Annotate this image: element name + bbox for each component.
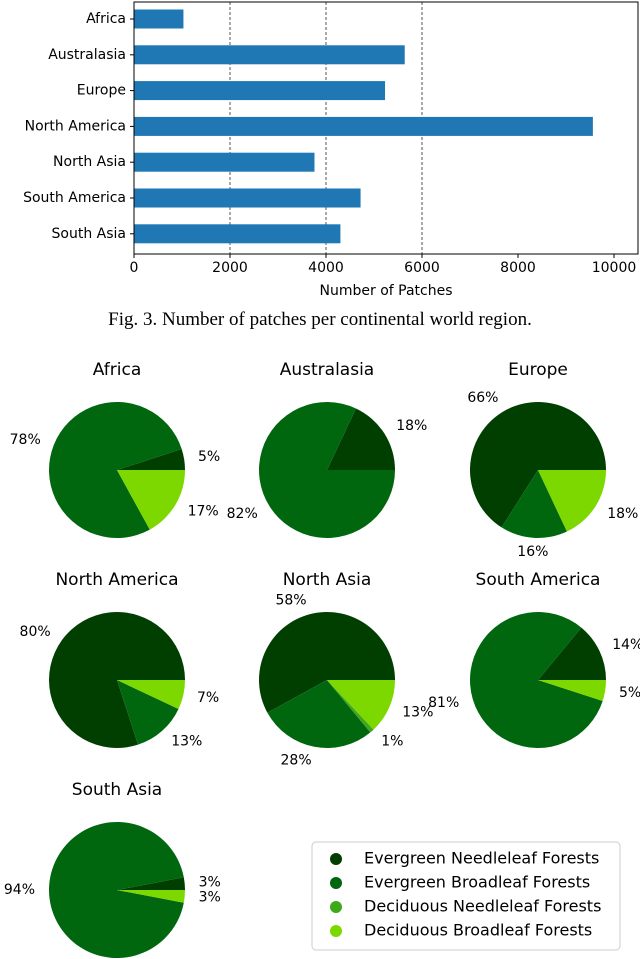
pie-slice	[117, 470, 185, 530]
pie-slice	[327, 408, 396, 470]
pie-slice-label: 58%	[275, 593, 306, 609]
pie-slice-label: 81%	[428, 695, 459, 711]
pie-north-america: North America 80% 13% 7%	[20, 570, 220, 750]
pie-slice	[469, 612, 603, 749]
pie-slice	[117, 890, 185, 903]
pie-slice-label: 66%	[467, 390, 498, 406]
pie-charts: Africa 5% 78% 17% Australasia 18% 82% Europe 66%…	[4, 360, 640, 959]
pie-slice	[117, 448, 185, 470]
pie-title: North America	[55, 570, 178, 590]
pie-slice	[49, 822, 184, 959]
bar-south-america	[134, 188, 361, 208]
pie-title: Australasia	[280, 360, 374, 380]
pie-slice-label: 17%	[188, 504, 219, 520]
x-axis-label: Number of Patches	[320, 283, 453, 299]
pie-slice	[48, 402, 182, 539]
pie-slice	[538, 680, 606, 702]
pie-title: North Asia	[283, 570, 372, 590]
pie-title: South Asia	[72, 780, 162, 800]
pie-south-america: South America 14% 81% 5%	[428, 570, 640, 749]
y-tick-label: South America	[23, 190, 126, 206]
pie-slice-label: 78%	[10, 432, 41, 448]
pie-slice-label: 3%	[199, 874, 221, 890]
y-tick-label: Africa	[86, 11, 126, 27]
legend-label: Evergreen Broadleaf Forests	[364, 873, 590, 892]
pie-slice-label: 18%	[607, 506, 638, 522]
x-tick-label: 8000	[500, 260, 536, 276]
bar-plot-frame	[133, 1, 639, 255]
legend-label: Deciduous Needleleaf Forests	[364, 897, 601, 916]
pie-slice-label: 5%	[619, 685, 640, 701]
y-tick-label: Australasia	[48, 47, 126, 63]
bar-south-asia	[134, 224, 341, 244]
pie-slice	[258, 612, 395, 713]
pie-australasia: Australasia 18% 82%	[227, 360, 427, 538]
pie-slice-label: 5%	[198, 449, 220, 465]
pie-slice	[117, 680, 179, 745]
pie-slice-label: 14%	[612, 637, 640, 653]
pie-slice-label: 18%	[396, 418, 427, 434]
pie-slice-label: 13%	[171, 734, 202, 750]
x-tick-label: 2000	[212, 260, 248, 276]
legend-marker	[330, 925, 342, 937]
y-tick-label: South Asia	[52, 226, 126, 242]
pie-slice-label: 7%	[197, 690, 219, 706]
pie-slice-label: 1%	[381, 734, 403, 750]
pie-north-asia: North Asia 58% 28% 1% 13%	[258, 570, 433, 769]
pie-slice	[327, 680, 374, 733]
legend-frame	[311, 841, 621, 951]
legend: Evergreen Needleleaf Forests Evergreen Br…	[311, 841, 621, 951]
pie-europe: Europe 66% 16% 18%	[467, 360, 638, 560]
legend-label: Evergreen Needleleaf Forests	[364, 849, 599, 868]
pie-title: Europe	[508, 360, 568, 380]
pie-slice	[538, 627, 606, 680]
legend-marker	[330, 901, 342, 913]
figure-caption: Fig. 3. Number of patches per continenta…	[108, 309, 532, 330]
pie-slice	[117, 877, 185, 890]
legend-marker	[330, 853, 342, 865]
legend-label: Deciduous Broadleaf Forests	[364, 921, 592, 940]
bar-chart: Africa Australasia Europe North America Nort…	[23, 1, 639, 299]
pie-slice-label: 3%	[199, 890, 221, 906]
pie-africa: Africa 5% 78% 17%	[10, 360, 220, 539]
legend-marker	[330, 877, 342, 889]
y-tick-label: North America	[25, 118, 126, 134]
bar-africa	[134, 9, 184, 29]
pie-slice	[48, 611, 185, 748]
bar-north-asia	[134, 152, 315, 172]
x-tick-label: 0	[130, 260, 139, 276]
pie-slice	[501, 470, 567, 538]
pie-slice	[327, 680, 395, 730]
pie-title: Africa	[93, 360, 142, 380]
pie-slice	[470, 401, 606, 528]
bar-europe	[134, 81, 386, 101]
pie-slice	[267, 680, 371, 748]
bar-north-america	[134, 116, 593, 136]
pie-slice-label: 28%	[281, 753, 312, 769]
x-tick-label: 6000	[404, 260, 440, 276]
pie-slice-label: 13%	[402, 705, 433, 721]
pie-slice-label: 80%	[20, 624, 51, 640]
bar-australasia	[134, 45, 405, 65]
pie-slice	[538, 470, 606, 532]
y-tick-label: North Asia	[53, 154, 126, 170]
x-tick-label: 4000	[308, 260, 344, 276]
pie-slice-label: 82%	[227, 506, 258, 522]
x-tick-label: 10000	[592, 260, 637, 276]
pie-slice	[259, 401, 395, 538]
pie-title: South America	[476, 570, 601, 590]
y-tick-label: Europe	[77, 83, 126, 99]
pie-slice-label: 16%	[517, 544, 548, 560]
pie-south-asia: South Asia 3% 94% 3%	[4, 780, 221, 959]
pie-slice-label: 94%	[4, 882, 35, 898]
pie-slice	[117, 680, 185, 709]
